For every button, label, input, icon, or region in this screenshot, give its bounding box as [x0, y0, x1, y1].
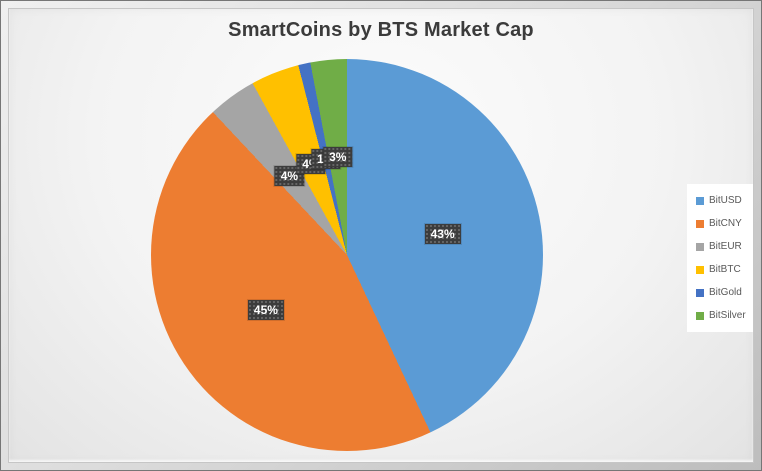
legend-item-bitbtc[interactable]: BitBTC [696, 263, 753, 276]
legend-item-biteur[interactable]: BitEUR [696, 240, 753, 253]
data-label-bitsilver: 3% [323, 147, 353, 168]
plot-area: SmartCoins by BTS Market Cap 43%45%4%4%1… [8, 8, 754, 463]
legend-label: BitBTC [709, 263, 741, 275]
legend-item-bitsilver[interactable]: BitSilver [696, 309, 753, 322]
legend-item-bitgold[interactable]: BitGold [696, 286, 753, 299]
legend-swatch-icon [696, 288, 704, 297]
legend-item-bitusd[interactable]: BitUSD [696, 194, 753, 207]
legend-label: BitEUR [709, 240, 742, 252]
legend-swatch-icon [696, 265, 704, 274]
chart-title: SmartCoins by BTS Market Cap [228, 19, 534, 41]
legend-item-bitcny[interactable]: BitCNY [696, 217, 753, 230]
data-label-bitcny: 45% [247, 300, 284, 321]
legend-label: BitUSD [709, 194, 742, 206]
pie-chart[interactable] [151, 59, 543, 451]
legend-swatch-icon [696, 311, 704, 320]
legend-swatch-icon [696, 242, 704, 251]
data-label-bitusd: 43% [424, 223, 461, 244]
legend-label: BitGold [709, 286, 742, 298]
legend-swatch-icon [696, 196, 704, 205]
legend-swatch-icon [696, 219, 704, 228]
legend-label: BitCNY [709, 217, 742, 229]
legend: BitUSD BitCNY BitEUR BitBTC BitGold BitSilver [687, 184, 753, 332]
legend-label: BitSilver [709, 309, 746, 321]
